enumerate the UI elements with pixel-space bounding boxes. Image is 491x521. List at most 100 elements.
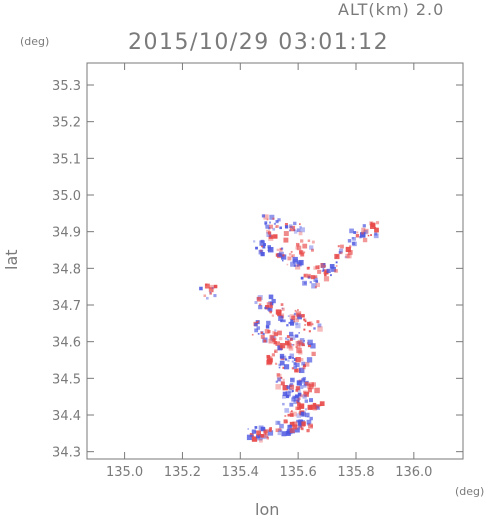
data-point xyxy=(272,338,276,342)
data-point xyxy=(287,359,290,362)
data-point xyxy=(306,419,312,425)
data-point xyxy=(275,420,280,425)
data-point xyxy=(275,309,282,315)
x-axis-unit: (deg) xyxy=(455,485,485,498)
data-point xyxy=(266,232,272,238)
data-point xyxy=(345,253,350,259)
data-point xyxy=(300,276,304,280)
data-point xyxy=(311,283,317,289)
data-point xyxy=(302,280,307,286)
data-point xyxy=(303,364,306,368)
data-point xyxy=(299,385,304,390)
data-point xyxy=(247,428,250,430)
data-point xyxy=(251,434,255,438)
data-point xyxy=(263,339,267,343)
data-point xyxy=(299,225,302,229)
data-point xyxy=(257,434,260,437)
data-point xyxy=(267,430,274,436)
data-point xyxy=(298,342,304,347)
data-point xyxy=(283,358,285,360)
data-point xyxy=(293,320,296,323)
data-point xyxy=(303,318,306,321)
data-point xyxy=(288,356,292,360)
data-point xyxy=(295,246,299,250)
data-point xyxy=(291,360,294,363)
data-point xyxy=(281,431,287,437)
data-point xyxy=(293,221,297,226)
data-point xyxy=(264,221,268,225)
x-axis-label: lon xyxy=(255,500,280,519)
data-point xyxy=(280,303,284,306)
data-point xyxy=(292,344,295,346)
data-point xyxy=(335,261,338,264)
data-point xyxy=(320,263,326,268)
data-point xyxy=(322,269,325,272)
data-point xyxy=(298,424,303,428)
data-point xyxy=(291,390,294,393)
data-point xyxy=(362,224,366,228)
data-point xyxy=(272,227,276,231)
data-point xyxy=(290,377,295,383)
data-point xyxy=(209,292,212,295)
data-point xyxy=(317,326,323,332)
data-point xyxy=(298,250,304,255)
data-point xyxy=(256,296,262,302)
data-point xyxy=(286,324,289,327)
data-point xyxy=(307,344,311,348)
y-tick-label: 35.0 xyxy=(52,189,81,204)
data-point xyxy=(277,345,283,351)
data-point xyxy=(208,287,214,292)
data-point xyxy=(298,350,303,355)
data-point xyxy=(254,301,258,305)
data-point xyxy=(277,421,281,425)
data-point xyxy=(288,224,293,228)
data-point xyxy=(261,245,264,248)
data-point xyxy=(251,429,257,434)
data-point xyxy=(274,329,277,332)
data-point xyxy=(295,264,301,270)
data-point xyxy=(300,357,304,362)
data-point xyxy=(349,228,354,234)
data-point xyxy=(282,319,286,323)
data-point xyxy=(258,303,262,306)
data-point xyxy=(255,246,258,250)
data-point xyxy=(268,294,274,300)
data-point xyxy=(288,321,291,324)
data-point xyxy=(289,337,293,341)
data-point xyxy=(297,309,299,311)
data-point xyxy=(303,273,308,278)
data-point xyxy=(264,429,268,434)
data-point xyxy=(294,427,300,433)
data-point xyxy=(282,355,287,360)
data-point xyxy=(286,263,289,266)
data-point xyxy=(307,388,312,393)
data-point xyxy=(308,423,314,429)
data-point xyxy=(289,321,295,326)
data-point xyxy=(205,283,208,286)
data-point xyxy=(269,221,272,224)
data-point xyxy=(209,291,212,294)
data-points xyxy=(199,214,380,443)
data-point xyxy=(256,430,261,436)
data-point xyxy=(307,416,309,418)
data-point xyxy=(254,328,259,333)
data-point xyxy=(326,268,331,274)
data-point xyxy=(374,232,378,236)
data-point xyxy=(306,266,310,270)
data-point xyxy=(338,248,344,253)
data-point xyxy=(280,381,285,386)
data-point xyxy=(263,214,269,220)
data-point xyxy=(340,244,344,249)
data-point xyxy=(290,334,296,340)
data-point xyxy=(267,231,272,235)
data-point xyxy=(284,222,288,226)
data-point xyxy=(300,252,305,257)
y-tick-label: 34.6 xyxy=(52,336,81,351)
data-point xyxy=(293,399,298,405)
data-point xyxy=(296,419,299,423)
data-point xyxy=(304,408,308,411)
y-tick-label: 34.4 xyxy=(52,409,81,424)
data-point xyxy=(278,251,284,257)
data-point xyxy=(268,246,274,253)
data-point xyxy=(296,245,302,251)
